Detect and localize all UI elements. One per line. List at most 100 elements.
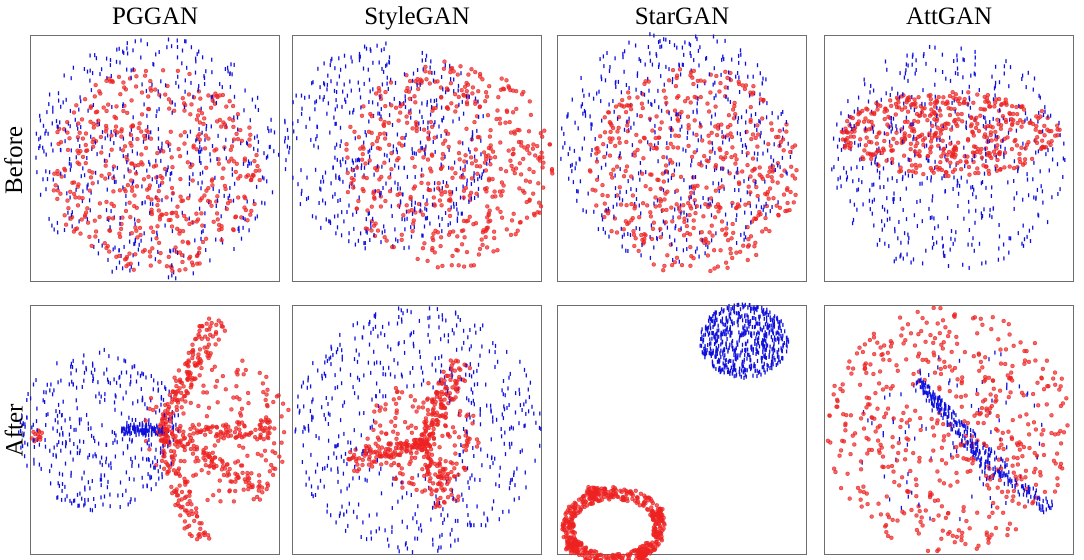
red-point xyxy=(494,116,499,122)
red-point xyxy=(202,116,207,121)
red-point xyxy=(179,198,184,204)
red-point xyxy=(485,215,490,220)
red-point xyxy=(148,136,154,141)
red-point xyxy=(231,159,236,164)
red-point xyxy=(167,392,172,398)
red-point xyxy=(896,105,902,110)
red-point xyxy=(919,110,925,115)
red-point xyxy=(718,248,723,253)
red-point xyxy=(748,234,754,239)
red-point xyxy=(190,178,195,183)
red-point xyxy=(770,179,775,184)
red-point xyxy=(188,254,193,259)
red-point xyxy=(438,235,444,240)
panel-stargan-before xyxy=(557,32,807,282)
red-point xyxy=(1009,117,1014,122)
red-point xyxy=(431,231,436,236)
red-point xyxy=(966,164,972,170)
red-point xyxy=(917,133,923,139)
red-point xyxy=(442,59,447,64)
red-point xyxy=(221,166,226,171)
red-point xyxy=(978,113,983,118)
red-point xyxy=(600,182,605,188)
red-point xyxy=(133,225,138,230)
red-point xyxy=(759,174,764,179)
red-point xyxy=(968,124,974,129)
red-point xyxy=(608,171,614,177)
red-point xyxy=(749,92,755,97)
red-point xyxy=(149,211,155,217)
red-point xyxy=(717,146,722,151)
red-point xyxy=(101,105,106,110)
red-point xyxy=(245,390,251,396)
red-point xyxy=(716,209,721,214)
red-point xyxy=(988,132,993,138)
red-point xyxy=(651,220,657,225)
red-point xyxy=(660,208,665,213)
red-point xyxy=(934,100,939,105)
red-point xyxy=(755,193,760,199)
red-point xyxy=(706,109,712,114)
red-point xyxy=(187,439,193,444)
red-point xyxy=(222,328,228,333)
red-point xyxy=(254,494,260,500)
red-point xyxy=(215,194,220,199)
red-point xyxy=(753,135,758,141)
red-point xyxy=(194,537,200,542)
red-point xyxy=(491,229,497,234)
red-point xyxy=(672,260,678,265)
red-point xyxy=(432,250,437,255)
red-point xyxy=(212,364,217,369)
red-point xyxy=(190,422,195,428)
red-point xyxy=(190,451,196,456)
red-point xyxy=(726,113,732,118)
red-point xyxy=(1009,104,1015,109)
red-point xyxy=(694,132,699,138)
red-point xyxy=(110,216,116,221)
red-point xyxy=(539,150,544,155)
red-point xyxy=(164,419,169,425)
red-point xyxy=(656,177,661,183)
red-point xyxy=(495,108,500,113)
red-point xyxy=(728,122,733,128)
red-point xyxy=(411,221,416,226)
red-point xyxy=(614,230,620,235)
red-point xyxy=(247,125,252,130)
red-point xyxy=(257,177,262,183)
red-point xyxy=(246,483,251,488)
red-point xyxy=(136,162,141,168)
red-point xyxy=(166,254,171,260)
scatter-plot xyxy=(284,41,555,270)
red-point xyxy=(626,90,631,95)
red-point xyxy=(639,101,645,106)
red-point xyxy=(399,143,405,148)
red-point xyxy=(170,491,175,496)
red-point xyxy=(257,479,262,484)
red-point xyxy=(187,432,192,438)
red-point xyxy=(749,136,754,142)
red-point xyxy=(134,74,139,79)
red-point xyxy=(879,150,885,156)
red-point xyxy=(648,172,653,177)
red-point xyxy=(995,157,1000,163)
red-point xyxy=(76,151,81,156)
red-point xyxy=(932,132,937,137)
red-point xyxy=(174,378,179,384)
red-point xyxy=(653,204,658,209)
red-point xyxy=(678,174,684,180)
red-point xyxy=(228,147,233,153)
red-point xyxy=(487,84,492,89)
red-point xyxy=(1033,127,1038,132)
red-point xyxy=(212,443,217,448)
red-point xyxy=(634,132,639,138)
red-point xyxy=(225,473,230,478)
red-point xyxy=(499,193,504,198)
red-point xyxy=(176,503,182,508)
red-point xyxy=(899,107,905,112)
red-point xyxy=(360,151,365,157)
red-point xyxy=(623,168,628,174)
red-point xyxy=(272,426,277,431)
red-point xyxy=(371,191,376,196)
red-point xyxy=(224,104,229,109)
red-point xyxy=(869,156,874,162)
